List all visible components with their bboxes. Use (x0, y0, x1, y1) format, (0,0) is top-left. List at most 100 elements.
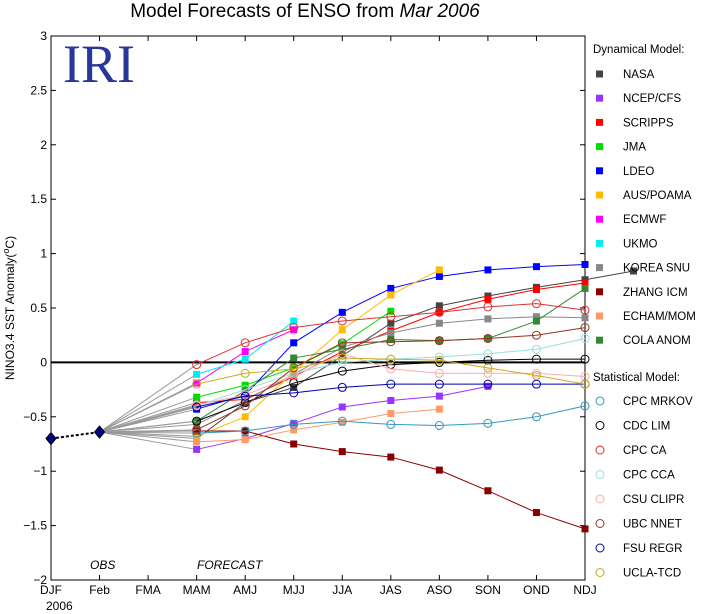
y-tick-label: −1.5 (23, 519, 47, 533)
data-point (192, 402, 202, 412)
legend-label: COLA ANOM (623, 335, 691, 347)
data-point (532, 317, 540, 325)
data-point (484, 266, 492, 274)
data-point (338, 352, 346, 360)
data-point (338, 448, 346, 456)
data-point (386, 419, 396, 429)
data-point (387, 396, 395, 404)
data-point (192, 416, 202, 426)
legend-label: CPC CA (623, 445, 667, 457)
y-tick-label: 2 (40, 138, 47, 152)
observed-layer (45, 425, 106, 446)
legend-marker (595, 543, 605, 553)
data-point (580, 401, 590, 411)
data-point (435, 405, 443, 413)
legend-marker (595, 396, 605, 406)
legend-item: NASA (596, 69, 655, 81)
legend-item: SCRIPPS (596, 117, 674, 129)
connector-line (99, 406, 197, 433)
legend-item: AUS/POAMA (596, 190, 692, 202)
data-point (337, 338, 347, 348)
data-point (193, 370, 201, 378)
legend-marker (596, 167, 603, 175)
legend-item: FSU REGR (595, 543, 682, 555)
series-line (196, 303, 586, 366)
series-zhang-icm (99, 427, 589, 533)
data-point (434, 368, 444, 378)
legend-marker (595, 568, 605, 577)
data-point (581, 314, 589, 322)
connector-line (99, 423, 197, 433)
x-tick-label: JJA (332, 583, 352, 597)
chart-title: Model Forecasts of ENSO from Mar 2006 (130, 1, 480, 22)
data-point (483, 418, 493, 428)
x-tick-label: JAS (380, 583, 402, 597)
data-point (435, 272, 443, 280)
data-point (483, 363, 493, 373)
data-point (387, 291, 395, 299)
series-nasa (99, 267, 638, 443)
series-layer (99, 260, 638, 533)
data-point (337, 382, 347, 392)
data-point (386, 379, 396, 389)
connector-line (99, 431, 197, 443)
observed-point (93, 425, 106, 439)
data-point (193, 438, 201, 446)
data-point (434, 421, 444, 431)
data-point (531, 344, 541, 354)
x-tick-label: Feb (89, 583, 110, 597)
x-tick-label: ASO (427, 583, 452, 597)
data-point (434, 307, 444, 317)
data-point (483, 368, 493, 378)
legend-label: CPC MRKOV (623, 396, 693, 408)
data-point (435, 319, 443, 327)
y-axis: −2 −1.5 −1 −0.5 0 0.5 1 1.5 2 2.5 3 (23, 29, 585, 587)
legend-item: LDEO (596, 166, 654, 178)
data-point (387, 453, 395, 461)
data-point (434, 355, 444, 365)
x-tick-label: FMA (135, 583, 160, 597)
legend-marker (596, 118, 603, 126)
legend-dynamical-heading: Dynamical Model: (593, 44, 684, 56)
data-point (434, 336, 444, 346)
data-point (290, 326, 298, 334)
data-point (531, 370, 541, 380)
data-point (531, 330, 541, 340)
y-tick-label: −1 (33, 464, 47, 478)
data-point (580, 323, 590, 333)
data-point (580, 333, 590, 343)
data-point (193, 445, 201, 453)
series-ucla-tcd (99, 353, 590, 433)
legend-item: UCLA-TCD (595, 568, 681, 580)
legend-label: NASA (623, 69, 655, 81)
connector-line (99, 431, 197, 450)
legend-item: ECMWF (596, 214, 666, 226)
legend-marker (596, 264, 603, 272)
data-point (387, 410, 395, 418)
data-point (531, 354, 541, 364)
legend-label: JMA (623, 142, 646, 154)
data-point (434, 357, 444, 367)
data-point (192, 428, 202, 438)
data-point (338, 403, 346, 411)
series-line (196, 357, 586, 385)
data-point (386, 337, 396, 347)
data-point (387, 319, 395, 327)
data-point (338, 326, 346, 334)
data-point (532, 263, 540, 271)
data-point (386, 364, 396, 374)
data-point (483, 333, 493, 343)
data-point (580, 305, 590, 315)
legend: Dynamical Model: Statistical Model: NASA… (593, 44, 696, 580)
data-point (337, 353, 347, 363)
y-tick-label: 3 (40, 29, 47, 43)
legend-label: CDC LIM (623, 421, 670, 433)
series-line (196, 270, 634, 439)
data-point (630, 267, 638, 275)
data-point (387, 329, 395, 337)
legend-marker (596, 336, 603, 344)
data-point (580, 379, 590, 389)
year-label: 2006 (46, 599, 73, 613)
data-point (193, 427, 201, 435)
